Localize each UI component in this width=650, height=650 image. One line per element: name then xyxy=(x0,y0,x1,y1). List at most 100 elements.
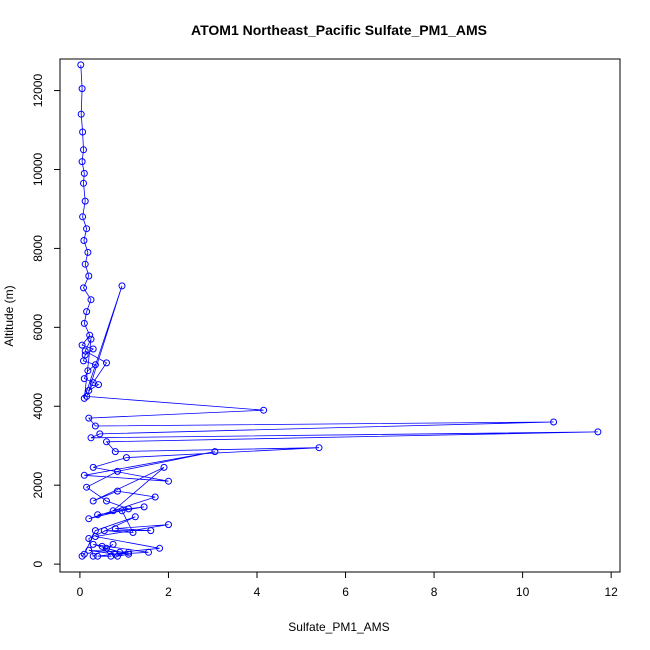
y-axis: 0 2000 4000 6000 8000 10000 12000 xyxy=(31,74,61,567)
data-point xyxy=(160,463,168,471)
data-point xyxy=(81,260,89,268)
data-point xyxy=(80,169,88,177)
data-point xyxy=(77,61,85,69)
data-point xyxy=(114,487,121,495)
data-point xyxy=(85,515,93,523)
data-point xyxy=(78,158,86,166)
y-tick-label: 4000 xyxy=(31,393,45,420)
data-point xyxy=(165,521,172,529)
series-layer xyxy=(77,61,602,560)
data-point xyxy=(109,540,117,548)
data-point xyxy=(109,507,117,515)
x-tick-label: 8 xyxy=(431,585,438,599)
data-point xyxy=(165,477,172,485)
data-point xyxy=(80,375,88,383)
data-point xyxy=(211,448,219,456)
data-point xyxy=(78,341,86,349)
x-tick-label: 0 xyxy=(77,585,84,599)
data-point xyxy=(83,308,91,316)
data-point xyxy=(86,331,94,339)
chart-title: ATOM1 Northeast_Pacific Sulfate_PM1_AMS xyxy=(191,22,487,38)
data-point xyxy=(87,296,95,304)
data-point xyxy=(114,552,121,560)
data-point xyxy=(156,544,164,552)
data-point xyxy=(80,146,87,154)
data-point xyxy=(89,379,97,387)
x-tick-label: 6 xyxy=(342,585,349,599)
data-point xyxy=(147,527,155,535)
data-point xyxy=(79,128,87,136)
data-point xyxy=(78,85,86,93)
data-point xyxy=(131,513,139,521)
data-point xyxy=(83,392,91,400)
data-point xyxy=(81,347,89,355)
data-point xyxy=(80,319,88,327)
data-point xyxy=(85,546,93,554)
data-point xyxy=(103,497,110,505)
data-point xyxy=(80,357,87,365)
data-point xyxy=(100,527,108,535)
data-point xyxy=(77,110,85,118)
x-tick-label: 4 xyxy=(254,585,261,599)
data-point xyxy=(260,406,268,414)
data-point xyxy=(89,540,97,548)
data-point xyxy=(80,237,88,244)
series-line xyxy=(80,64,598,557)
data-point xyxy=(85,414,93,422)
y-tick-label: 10000 xyxy=(31,152,45,186)
data-point xyxy=(550,418,558,426)
y-tick-label: 6000 xyxy=(31,314,45,341)
data-point xyxy=(118,507,126,515)
y-tick-label: 12000 xyxy=(31,74,45,108)
data-point xyxy=(81,197,89,205)
data-point xyxy=(80,471,88,479)
data-point xyxy=(594,428,602,436)
y-axis-label: Altitude (m) xyxy=(2,285,16,346)
data-point xyxy=(87,335,95,343)
y-tick-label: 8000 xyxy=(31,235,45,262)
data-point xyxy=(89,463,97,471)
data-point xyxy=(122,454,130,462)
data-point xyxy=(83,225,91,233)
x-tick-label: 12 xyxy=(604,585,618,599)
data-point xyxy=(140,503,148,511)
data-point xyxy=(111,550,119,558)
data-point xyxy=(80,284,87,292)
data-point xyxy=(94,552,102,560)
data-point xyxy=(125,548,133,556)
data-point xyxy=(85,272,93,280)
data-point xyxy=(118,282,126,290)
data-point xyxy=(78,552,86,560)
data-point xyxy=(111,525,119,533)
data-point xyxy=(129,529,137,536)
data-point xyxy=(89,345,97,353)
data-point xyxy=(84,367,92,375)
data-point xyxy=(91,422,99,430)
data-point xyxy=(87,434,95,442)
data-point xyxy=(111,448,119,456)
data-point xyxy=(83,483,91,491)
data-point xyxy=(85,387,93,394)
data-point xyxy=(103,438,110,446)
data-point xyxy=(80,550,88,558)
y-tick-label: 0 xyxy=(31,560,45,567)
data-point xyxy=(85,535,93,542)
data-point xyxy=(125,505,133,513)
y-tick-label: 2000 xyxy=(31,472,45,499)
data-point xyxy=(84,248,92,256)
data-point xyxy=(91,361,99,369)
x-axis: 0 2 4 6 8 10 12 xyxy=(77,571,618,599)
x-tick-label: 10 xyxy=(516,585,530,599)
data-point xyxy=(80,179,87,187)
data-point xyxy=(103,359,110,367)
data-point xyxy=(151,493,159,501)
data-point xyxy=(89,497,97,505)
data-point xyxy=(145,548,152,556)
x-tick-label: 2 xyxy=(165,585,172,599)
data-point xyxy=(79,213,87,221)
data-point xyxy=(96,430,104,438)
data-point xyxy=(103,544,110,552)
data-point xyxy=(114,467,121,475)
x-axis-label: Sulfate_PM1_AMS xyxy=(288,620,389,634)
